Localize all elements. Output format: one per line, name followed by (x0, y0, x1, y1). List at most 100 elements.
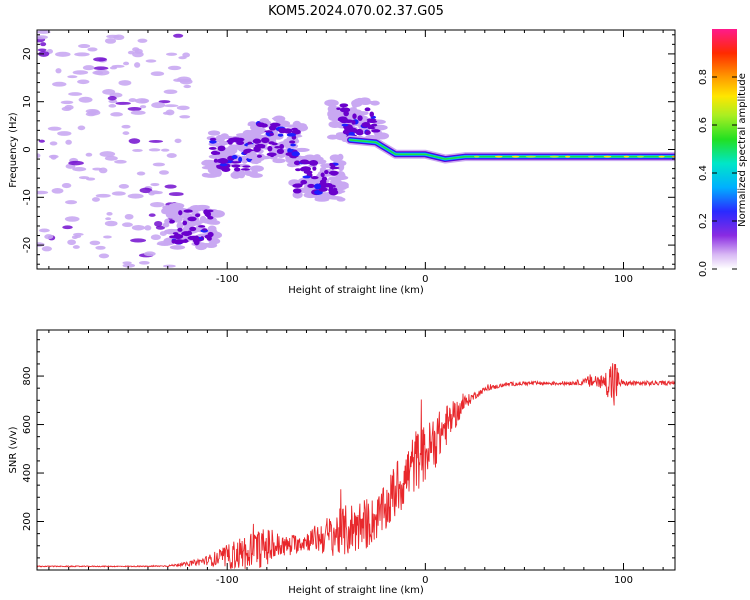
spectrogram-cluster-core (277, 133, 284, 137)
spectrogram-noise-blob (62, 225, 73, 230)
spectrogram-noise-blob (60, 100, 74, 105)
spectrogram-noise-blob (149, 201, 165, 208)
snr-panel: -100 0 100 200 400 600 800 Height of straight… (8, 329, 676, 596)
spectrogram-noise-blob (87, 109, 101, 116)
spectrogram-noise-blob (173, 33, 184, 38)
spectrogram-cluster-halo (296, 155, 310, 161)
spectrogram-noise-blob (136, 171, 146, 176)
spectrogram-noise-blob (55, 51, 71, 57)
spectrogram-cluster-core (270, 122, 281, 127)
spectrogram-noise-blob (108, 99, 118, 104)
spectrogram-y-axis-label: Frequency (Hz) (8, 112, 19, 188)
spectrogram-cluster-core (308, 159, 319, 166)
spectrogram-cluster-core (209, 139, 217, 144)
spectrogram-noise-blob (106, 212, 113, 216)
spectrogram-noise-blob (64, 216, 80, 222)
spectrogram-noise-blob (87, 47, 98, 52)
spectrogram-cluster-halo (328, 176, 338, 181)
spectrogram-noise-blob (65, 139, 72, 145)
y-tick-label: -10 (22, 189, 33, 205)
spectrogram-noise-blob (160, 148, 170, 152)
spectrogram-noise-blob (47, 126, 62, 131)
spectrogram-noise-blob (151, 102, 166, 109)
spectrogram-noise-blob (178, 56, 187, 60)
spectrogram-cluster-halo (207, 165, 217, 174)
spectrogram-heatmap (37, 30, 675, 268)
spectrogram-noise-blob (131, 225, 145, 231)
spectrogram-cluster-core (320, 172, 325, 178)
spectrogram-cluster-core (299, 167, 307, 172)
spectrogram-noise-blob (104, 220, 118, 227)
spectrogram-ridge-peak (658, 155, 665, 158)
spectrogram-noise-blob (163, 104, 179, 108)
spectrogram-ridge-peak (671, 155, 675, 158)
spectrogram-noise-blob (148, 213, 156, 217)
spectrogram-ridge-peak (494, 155, 503, 158)
spectrogram-noise-blob (148, 148, 161, 152)
spectrogram-cluster-core (198, 225, 206, 228)
spectrogram-noise-blob (122, 263, 136, 268)
spectrogram-noise-blob (155, 225, 166, 230)
spectrogram-noise-blob (159, 170, 169, 175)
y-tick-label: -20 (22, 237, 33, 253)
spectrogram-noise-blob (127, 106, 142, 111)
snr-frame (36, 329, 676, 571)
spectrogram-cluster-core (292, 188, 302, 194)
y-tick-label: 400 (22, 463, 33, 482)
spectrogram-cluster-core (219, 163, 228, 167)
spectrogram-noise-blob (154, 220, 163, 227)
spectrogram-cluster-core (357, 115, 363, 122)
spectrogram-noise-blob (93, 66, 109, 70)
spectrogram-cluster-core (217, 145, 226, 152)
spectrogram-cluster-core (332, 187, 338, 192)
spectrogram-noise-blob (98, 167, 108, 174)
spectrogram-noise-blob (168, 192, 184, 197)
x-tick-label: 0 (422, 575, 428, 586)
spectrogram-noise-blob (37, 30, 51, 34)
spectrogram-noise-blob (183, 84, 192, 89)
spectrogram-noise-blob (93, 57, 107, 62)
spectrogram-noise-blob (89, 240, 101, 246)
spectrogram-noise-blob (150, 234, 161, 241)
spectrogram-cluster-halo (205, 242, 218, 248)
spectrogram-cluster-core (366, 118, 377, 122)
spectrogram-cluster-core (369, 111, 375, 118)
spectrogram-cluster-core (177, 227, 183, 232)
colorbar: 0.0 0.2 0.4 0.6 0.8 Normalized spectral ampl… (698, 29, 748, 277)
spectrogram-noise-blob (144, 225, 152, 231)
spectrogram-noise-blob (132, 149, 143, 152)
spectrogram-noise-blob (132, 51, 144, 58)
spectrogram-cluster-core (301, 160, 313, 165)
spectrogram-cluster-core (236, 140, 245, 146)
spectrogram-cluster-core (206, 236, 212, 241)
spectrogram-noise-blob (67, 239, 76, 245)
spectrogram-noise-blob (127, 193, 144, 199)
spectrogram-noise-blob (166, 153, 177, 158)
spectrogram-cluster-core (256, 154, 263, 158)
spectrogram-cluster-halo (337, 163, 345, 172)
spectrogram-cluster-core (178, 210, 183, 216)
spectrogram-noise-blob (113, 34, 125, 40)
spectrogram-noise-blob (44, 234, 54, 240)
snr-x-ticks: -100 0 100 (48, 330, 664, 586)
spectrogram-cluster-core (210, 150, 219, 155)
spectrogram-noise-blob (57, 131, 72, 136)
spectrogram-cluster-core (307, 183, 315, 189)
spectrogram-noise-blob (128, 98, 137, 103)
spectrogram-noise-blob (37, 35, 48, 40)
spectrogram-cluster-core (183, 238, 188, 243)
spectrogram-noise-blob (130, 238, 147, 243)
spectrogram-noise-blob (174, 138, 182, 144)
spectrogram-cluster-halo (237, 170, 246, 178)
spectrogram-cluster-core (290, 143, 296, 147)
spectrogram-cluster-core (269, 132, 274, 136)
spectrogram-noise-blob (68, 92, 83, 96)
spectrogram-ridge-peak (588, 155, 595, 158)
spectrogram-cluster-core (303, 170, 313, 175)
spectrogram-x-axis-label: Height of straight line (km) (288, 285, 424, 296)
spectrogram-cluster-core (171, 239, 183, 244)
spectrogram-cluster-core (343, 119, 354, 124)
spectrogram-cluster-halo (202, 159, 210, 165)
spectrogram-noise-blob (134, 98, 150, 104)
